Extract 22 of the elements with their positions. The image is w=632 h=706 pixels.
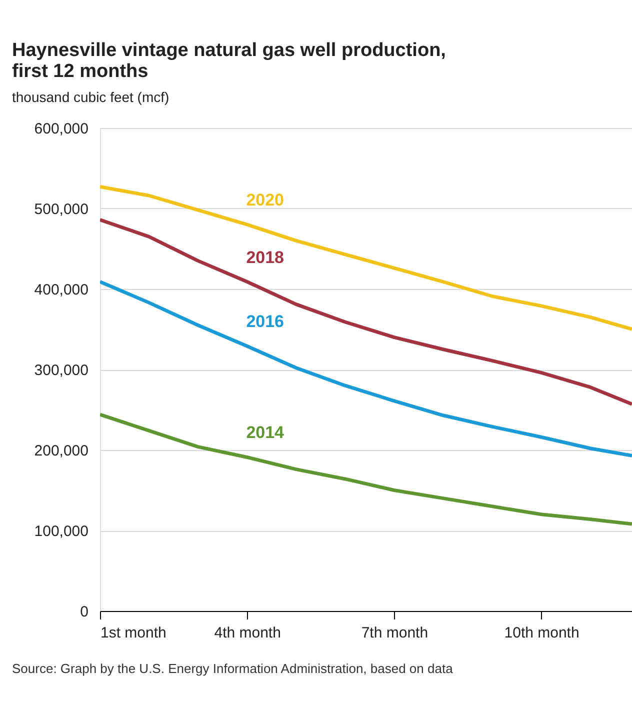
x-tick-label: 4th month <box>214 624 281 642</box>
series-label: 2018 <box>246 248 284 267</box>
series-label: 2016 <box>246 312 284 332</box>
line-series <box>100 218 632 406</box>
chart-title: Haynesville vintage natural gas well production, first 12 months <box>12 40 446 82</box>
source-note: Source: Graph by the U.S. Energy Information Administration, based on data <box>12 661 454 676</box>
line-series <box>100 185 632 331</box>
x-tick-label: 1st month <box>100 624 166 642</box>
series-label: 2020 <box>246 190 284 210</box>
y-tick-label: 300,000 <box>34 362 88 379</box>
y-tick-label: 100,000 <box>34 523 88 540</box>
line-series <box>100 412 632 526</box>
y-tick-label: 500,000 <box>34 201 88 218</box>
x-tick-label: 7th month <box>361 624 428 642</box>
y-tick-label: 200,000 <box>34 442 88 460</box>
y-tick-label: 0 <box>80 604 88 620</box>
x-tick-label: 10th month <box>504 624 580 642</box>
y-tick-label: 400,000 <box>34 282 88 298</box>
line-series <box>100 280 632 458</box>
series-label: 2014 <box>246 423 285 442</box>
y-axis-title: thousand cubic feet (mcf) <box>12 89 170 105</box>
y-tick-label: 600,000 <box>34 120 88 138</box>
